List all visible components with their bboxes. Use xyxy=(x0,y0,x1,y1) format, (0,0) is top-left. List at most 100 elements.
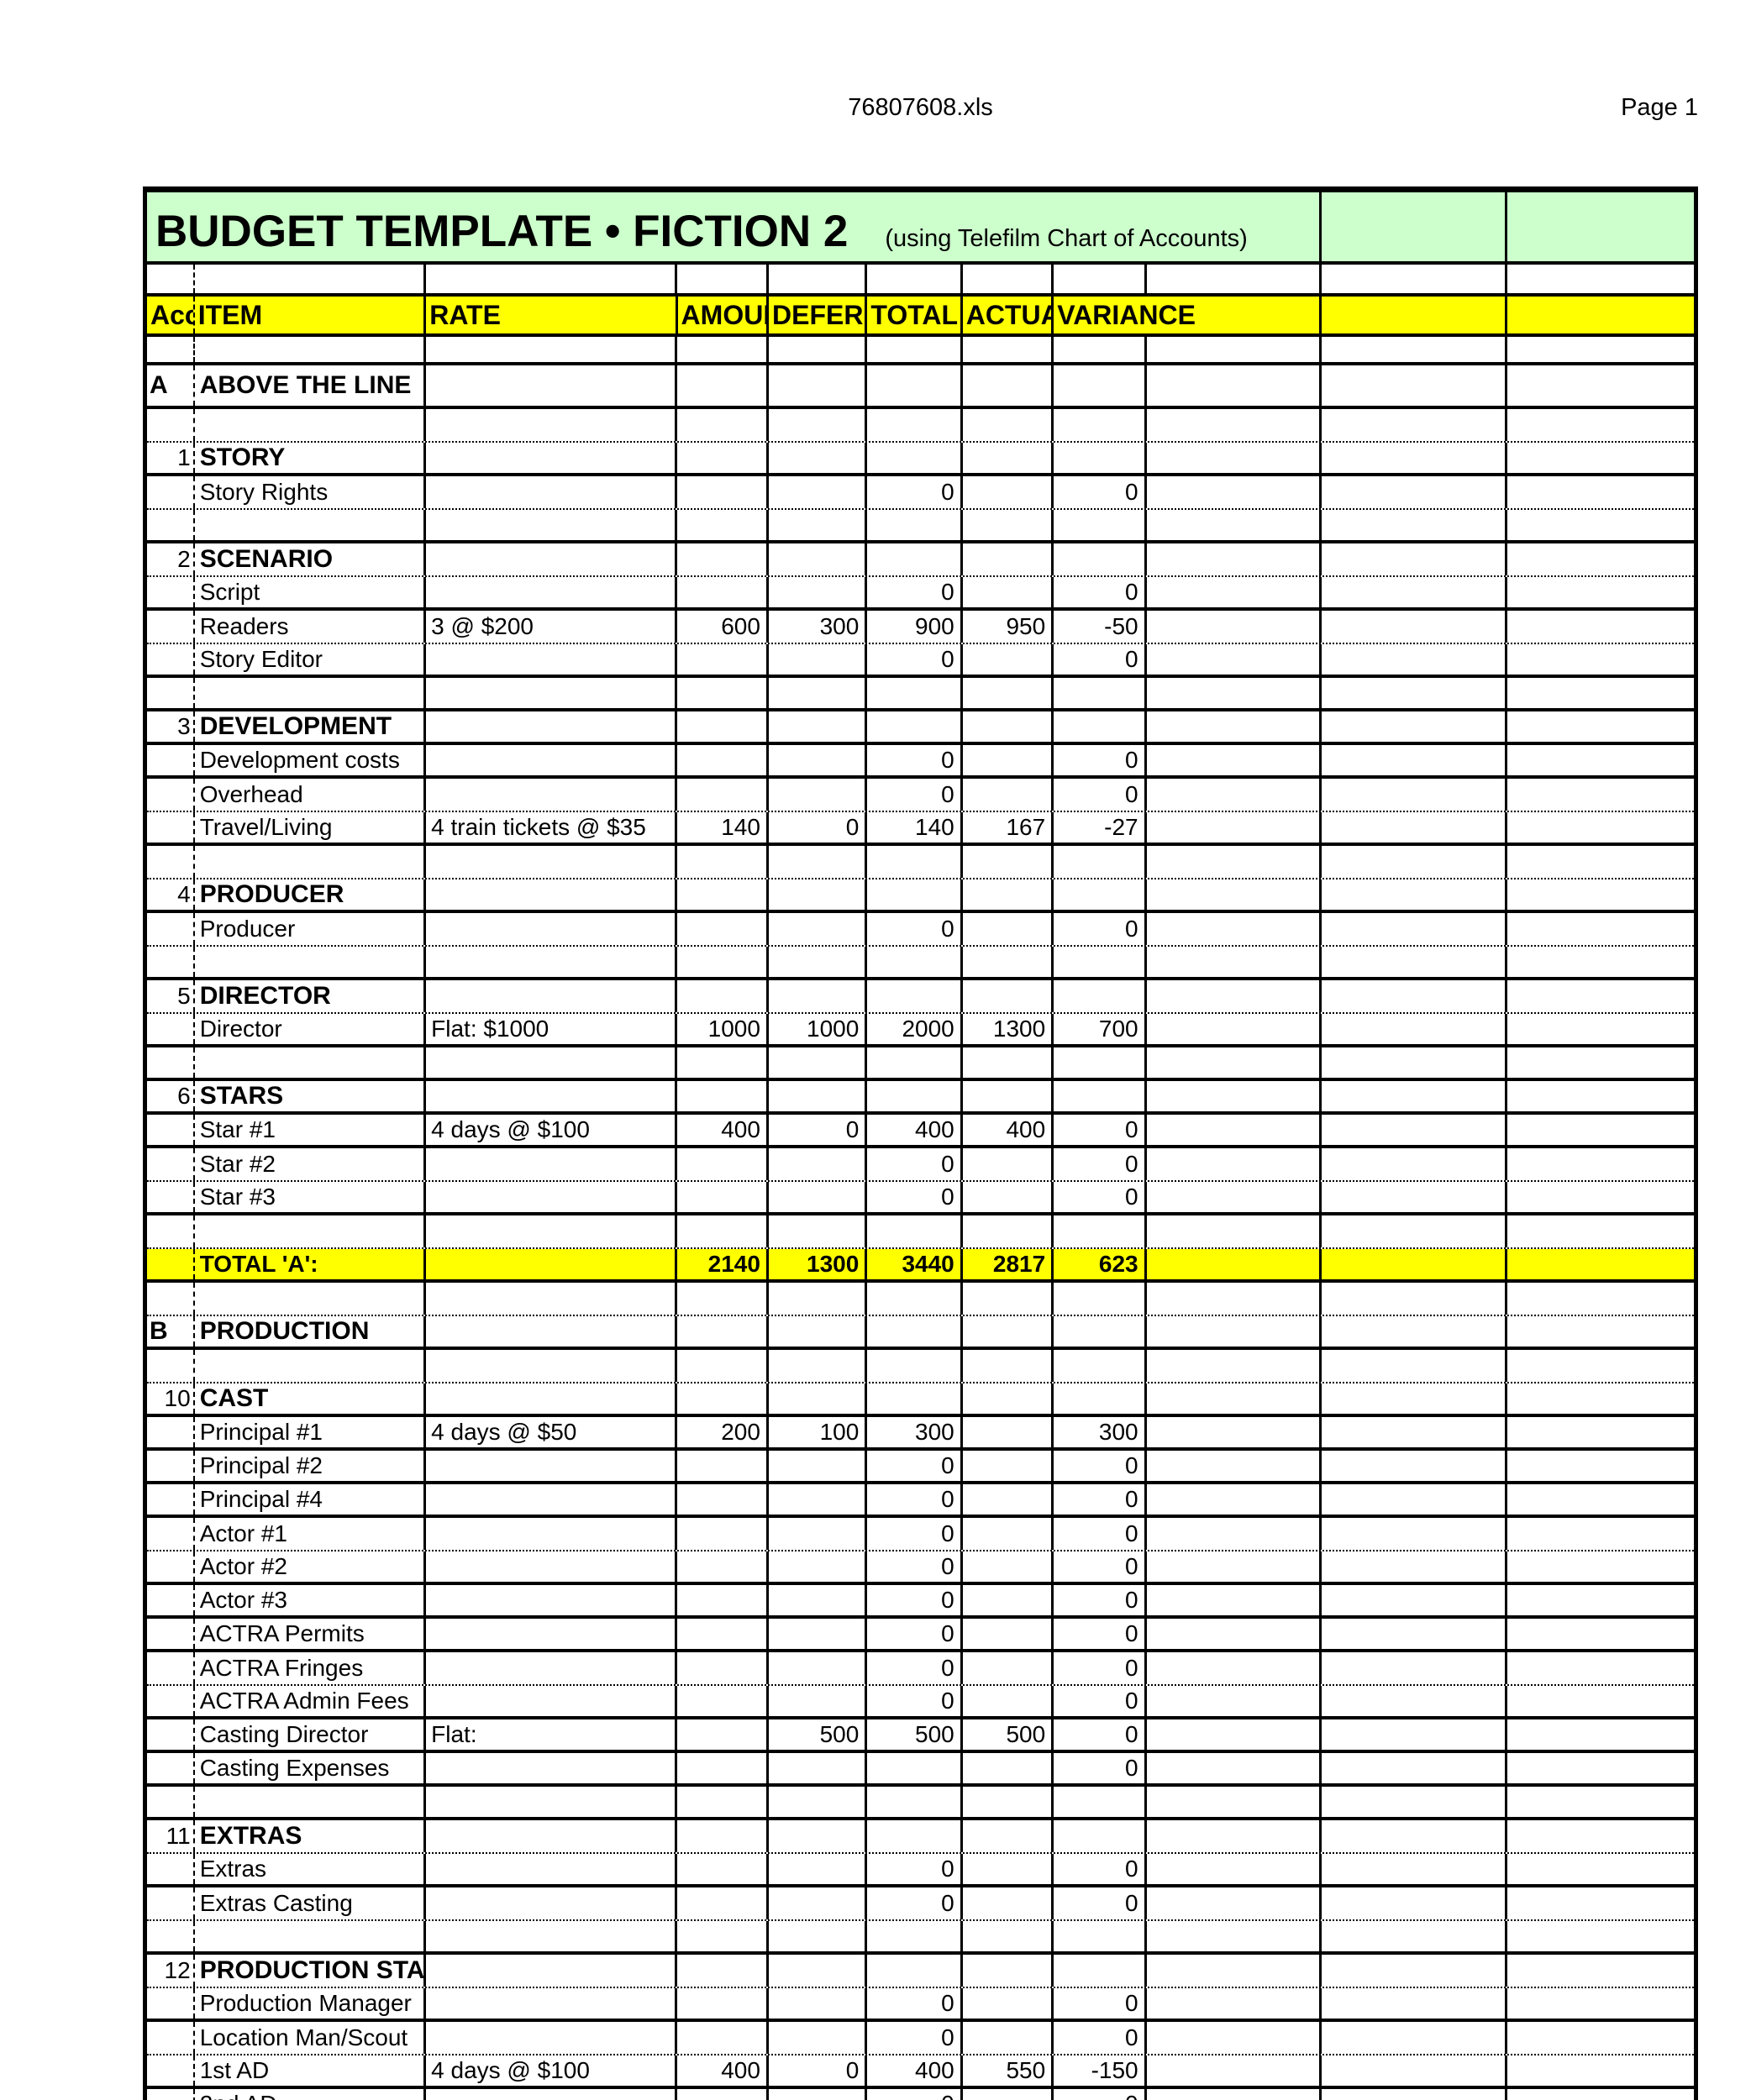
variance-cell: 0 xyxy=(1054,1686,1147,1716)
variance-cell: 0 xyxy=(1054,1753,1147,1783)
extra-cell xyxy=(1507,1753,1694,1783)
amount-cell xyxy=(677,1383,769,1414)
total-cell: 0 xyxy=(867,2089,963,2100)
acct-cell xyxy=(147,1854,195,1884)
rate-cell xyxy=(426,779,678,811)
acct-cell: 1 xyxy=(147,443,195,473)
extra-cell xyxy=(1147,2089,1322,2100)
amount-cell: 400 xyxy=(677,2055,769,2086)
acct-cell xyxy=(147,1652,195,1684)
extra-cell xyxy=(1322,1047,1508,1078)
acct-cell xyxy=(147,1148,195,1180)
total-cell: 0 xyxy=(867,1652,963,1684)
rate-cell xyxy=(426,1215,678,1247)
extra-cell xyxy=(1147,1484,1322,1515)
actual-cell xyxy=(963,443,1054,473)
table-row-item: Actor #3 0 0 xyxy=(147,1585,1694,1619)
variance-cell xyxy=(1054,980,1147,1012)
acct-cell xyxy=(147,1417,195,1447)
table-row-item: Principal #2 0 0 xyxy=(147,1451,1694,1484)
rate-cell xyxy=(426,1383,678,1414)
rate-cell xyxy=(426,980,678,1012)
table-row-group: B PRODUCTION xyxy=(147,1316,1694,1350)
variance-cell xyxy=(1054,365,1147,406)
total-cell xyxy=(867,1215,963,1247)
variance-cell xyxy=(1054,1383,1147,1414)
actual-cell xyxy=(963,1215,1054,1247)
header-variance-cell: VARIANCE xyxy=(1054,297,1322,333)
deferral-cell xyxy=(769,1081,868,1111)
actual-cell: 400 xyxy=(963,1115,1054,1145)
actual-cell xyxy=(963,1283,1054,1315)
amount-cell xyxy=(677,577,769,607)
extra-cell xyxy=(1322,2089,1508,2100)
extra-cell xyxy=(1147,2022,1322,2054)
actual-cell xyxy=(963,913,1054,945)
deferral-cell xyxy=(769,1518,868,1550)
variance-cell xyxy=(1054,1820,1147,1852)
extra-cell xyxy=(1322,1719,1508,1750)
table-row-blank xyxy=(147,846,1694,879)
item-cell xyxy=(195,846,427,878)
table-row-section: 1 STORY xyxy=(147,443,1694,476)
variance-cell xyxy=(1054,1081,1147,1111)
rate-cell xyxy=(426,2022,678,2054)
extra-cell xyxy=(1507,1955,1694,1987)
actual-cell xyxy=(963,2089,1054,2100)
extra-cell xyxy=(1507,1484,1694,1515)
extra-cell xyxy=(1507,678,1694,708)
rate-cell xyxy=(426,1753,678,1783)
amount-cell: 140 xyxy=(677,812,769,843)
extra-cell xyxy=(1322,678,1508,708)
total-cell xyxy=(867,1921,963,1951)
variance-cell xyxy=(1054,1921,1147,1951)
actual-cell xyxy=(963,1551,1054,1582)
rate-cell: 4 days @ $50 xyxy=(426,1417,678,1447)
deferral-cell xyxy=(769,577,868,607)
extra-cell xyxy=(1507,337,1694,362)
variance-cell xyxy=(1054,1316,1147,1347)
total-cell: 0 xyxy=(867,476,963,508)
total-cell xyxy=(867,879,963,910)
amount-cell xyxy=(677,1619,769,1649)
amount-cell: 2140 xyxy=(677,1249,769,1279)
acct-cell: 12 xyxy=(147,1955,195,1987)
extra-cell xyxy=(1507,1350,1694,1382)
table-row-item: Development costs 0 0 xyxy=(147,745,1694,779)
variance-cell xyxy=(1054,1955,1147,1987)
table-row-section: 6 STARS xyxy=(147,1081,1694,1115)
variance-cell: 0 xyxy=(1054,1115,1147,1145)
amount-cell xyxy=(677,980,769,1012)
extra-cell xyxy=(1322,1115,1508,1145)
extra-cell xyxy=(1507,2089,1694,2100)
total-cell: 2000 xyxy=(867,1014,963,1044)
extra-cell xyxy=(1147,443,1322,473)
rate-cell xyxy=(426,543,678,575)
deferral-cell xyxy=(769,1955,868,1987)
amount-cell xyxy=(677,846,769,878)
extra-cell xyxy=(1507,947,1694,977)
extra-cell xyxy=(1322,1148,1508,1180)
extra-cell xyxy=(1322,1484,1508,1515)
deferral-cell xyxy=(769,1854,868,1884)
total-cell: 3440 xyxy=(867,1249,963,1279)
extra-cell xyxy=(1507,1215,1694,1247)
table-row-item: Star #3 0 0 xyxy=(147,1182,1694,1215)
extra-cell xyxy=(1507,1014,1694,1044)
total-cell xyxy=(867,543,963,575)
extra-cell xyxy=(1147,611,1322,643)
table-row-item: Extras 0 0 xyxy=(147,1854,1694,1887)
deferral-cell: 300 xyxy=(769,611,868,643)
item-cell: Production Manager xyxy=(195,1988,427,2019)
total-cell: 0 xyxy=(867,913,963,945)
extra-cell xyxy=(1507,1115,1694,1145)
extra-cell xyxy=(1322,1451,1508,1481)
acct-cell xyxy=(147,1887,195,1919)
variance-cell xyxy=(1054,1283,1147,1315)
extra-cell xyxy=(1322,1518,1508,1550)
amount-cell xyxy=(677,745,769,775)
acct-cell xyxy=(147,745,195,775)
amount-cell xyxy=(677,1652,769,1684)
item-cell: Travel/Living xyxy=(195,812,427,843)
amount-cell xyxy=(677,779,769,811)
